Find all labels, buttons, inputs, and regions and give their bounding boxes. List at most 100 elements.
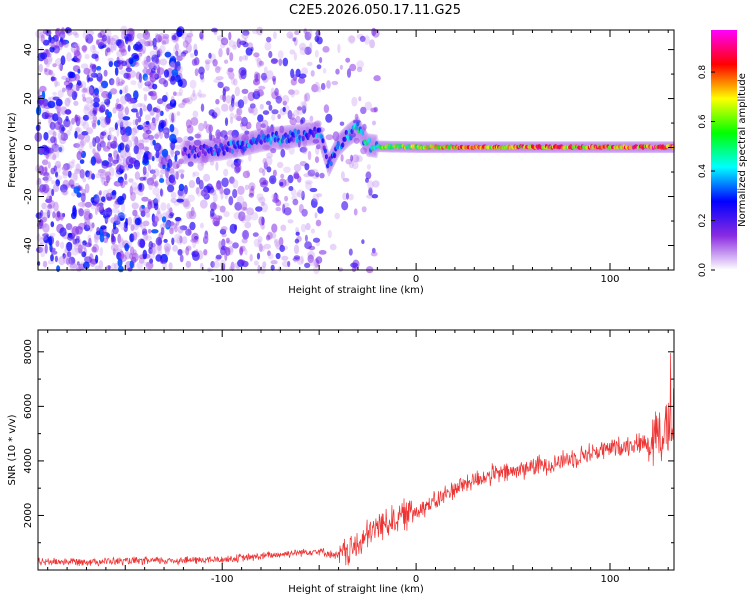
- spectrogram-cell: [65, 77, 71, 83]
- spectrogram-cell: [317, 122, 322, 147]
- spectrogram-cell: [267, 253, 274, 260]
- spectrogram-cell: [112, 150, 117, 156]
- spectrogram-cell: [151, 68, 156, 74]
- spectrogram-cell: [170, 140, 176, 151]
- spectrogram-cell: [104, 214, 109, 225]
- spectrogram-cell: [177, 225, 184, 234]
- snr-y-tick-label: 4000: [23, 448, 34, 473]
- spectrogram-cell: [103, 69, 108, 77]
- spectrogram-cell: [365, 177, 369, 183]
- spectrogram-cell: [251, 106, 258, 116]
- spectrogram-cell: [307, 150, 312, 161]
- spectrogram-cell: [175, 137, 183, 144]
- spectrogram-cell: [123, 164, 127, 172]
- spectrogram-cell: [242, 30, 250, 36]
- spectrogram-cell: [184, 35, 192, 45]
- spectrogram-cell: [154, 201, 159, 211]
- spectrogram-cell: [275, 252, 281, 260]
- spectrogram-cell: [145, 80, 152, 85]
- spectrogram-cell: [256, 26, 264, 36]
- spectrogram-cell: [143, 235, 149, 240]
- spectrogram-cell: [77, 208, 83, 214]
- spectrogram-cell: [40, 247, 46, 258]
- spectrogram-cell: [81, 93, 86, 98]
- spectrogram-cell: [171, 69, 179, 76]
- spectrogram-cell: [142, 105, 148, 112]
- spectrogram-cell: [356, 121, 360, 127]
- spectrogram-cell: [166, 203, 171, 210]
- spectrogram-cell: [346, 192, 349, 200]
- spectrogram-cell: [213, 220, 220, 227]
- spectrogram-cell: [220, 130, 228, 138]
- spectrogram-cell: [149, 169, 156, 174]
- spectrogram-cell: [257, 134, 261, 140]
- spectrogram-cell: [181, 236, 188, 245]
- spectrogram-cell: [174, 150, 181, 156]
- spectrogram-cell: [153, 216, 159, 223]
- spectrogram-cell: [327, 229, 332, 239]
- spectrogram-cell: [260, 201, 265, 206]
- spectrogram-cell: [66, 97, 72, 103]
- spectrogram-cell: [61, 87, 66, 93]
- spectrogram-cell: [145, 212, 151, 218]
- spectrogram-cell: [185, 140, 191, 147]
- spectrogram-cell: [220, 190, 224, 200]
- spectrogram-cell: [326, 80, 331, 89]
- spectrogram-cell: [251, 29, 259, 35]
- spectrogram-cell: [190, 206, 195, 217]
- spectrogram-cell: [53, 45, 60, 54]
- spectrogram-cell: [92, 93, 100, 99]
- spectrogram-cell: [237, 158, 244, 164]
- spectrogram-cell: [312, 139, 320, 144]
- spectrogram-cell: [115, 171, 121, 178]
- spectrogram-cell: [257, 264, 261, 274]
- spectrogram-cell: [301, 67, 309, 75]
- spectrogram-cell: [352, 154, 360, 163]
- spectrogram-cell: [308, 28, 313, 38]
- spectrogram-cell: [104, 172, 109, 179]
- snr-series-line: [37, 352, 675, 567]
- snr-x-label: Height of straight line (km): [288, 584, 424, 595]
- spectrogram-cell: [93, 197, 102, 203]
- spectrogram-cell: [60, 39, 67, 46]
- spectrogram-cell: [170, 191, 177, 199]
- spectrogram-cell: [124, 93, 132, 102]
- spectrogram-cell: [348, 248, 353, 256]
- spectrogram-cell: [266, 125, 271, 134]
- spectrogram-cell: [169, 76, 177, 85]
- spectrogram-cell: [120, 148, 127, 159]
- spectrogram-cell: [131, 108, 138, 113]
- spectrogram-cell: [303, 173, 311, 178]
- spectrogram-cell: [70, 44, 79, 54]
- spectrogram-cell: [161, 40, 167, 45]
- spectrogram-cell: [203, 120, 208, 130]
- spectrogram-cell: [310, 70, 315, 77]
- spectrogram-cell: [71, 159, 76, 164]
- spectrogram-x-tick-label: 0: [413, 274, 419, 285]
- spectrogram-cell: [199, 31, 204, 40]
- spectrogram-y-tick-label: 20: [23, 92, 34, 105]
- spectrogram-cell: [260, 245, 265, 252]
- spectrogram-cell: [301, 105, 307, 114]
- spectrogram-cell: [160, 121, 165, 129]
- spectrogram-cell: [110, 43, 114, 53]
- spectrogram-cell: [264, 41, 272, 51]
- spectrogram-cell: [315, 121, 320, 146]
- spectrogram-cell: [349, 135, 353, 141]
- spectrogram-cell: [233, 41, 237, 48]
- spectrogram-cell: [67, 88, 75, 97]
- spectrogram-cell: [262, 168, 266, 177]
- spectrogram-cell: [127, 216, 133, 226]
- spectrogram-cell: [133, 90, 139, 100]
- spectrogram-cell: [334, 212, 341, 220]
- spectrogram-cell: [83, 208, 91, 215]
- spectrogram-cell: [232, 242, 239, 249]
- spectrogram-cell: [305, 222, 311, 231]
- spectrogram-cell: [85, 96, 93, 104]
- spectrogram-cell: [147, 199, 152, 205]
- snr-y-tick-label: 2000: [23, 503, 34, 528]
- snr-panel: -100 0 100 2000 4000 6000 8000 Height of stra…: [7, 329, 675, 595]
- spectrogram-cell: [186, 149, 190, 155]
- spectrogram-cell: [178, 70, 183, 77]
- spectrogram-cell: [153, 57, 161, 67]
